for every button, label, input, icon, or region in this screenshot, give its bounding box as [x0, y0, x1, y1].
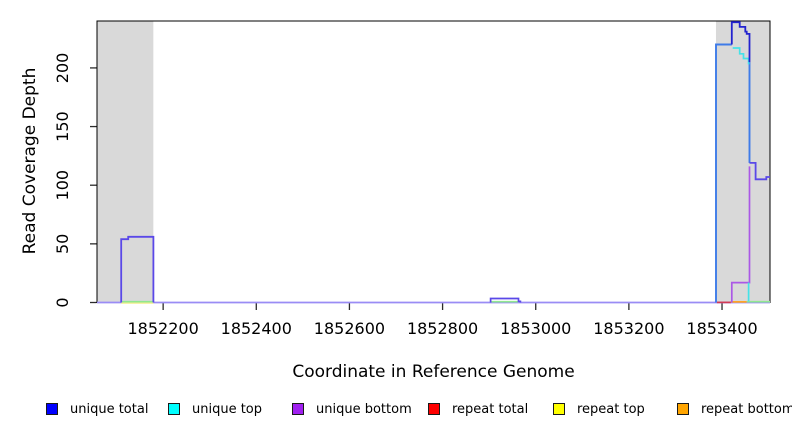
series-segment-unique-peak-left — [120, 235, 155, 303]
legend-swatch-icon — [553, 403, 565, 415]
series-segment-unique-bump-mid — [489, 297, 522, 303]
legend-item-repeat-top: repeat top — [553, 399, 645, 419]
x-tick-label: 1852600 — [314, 319, 385, 338]
legend-item-unique-top: unique top — [168, 399, 262, 419]
legend-item-unique-bottom: unique bottom — [292, 399, 412, 419]
y-tick-label: 200 — [53, 53, 72, 84]
series-segment-unique-total-right-tail — [749, 161, 770, 181]
legend-item-repeat-bottom: repeat bottom — [677, 399, 792, 419]
y-tick-label: 0 — [53, 297, 72, 307]
series-segment-unique-bottom-right-step — [730, 166, 751, 303]
legend-swatch-icon — [428, 403, 440, 415]
legend-item-unique-total: unique total — [46, 399, 148, 419]
legend-label: unique total — [70, 401, 149, 417]
y-axis-title: Read Coverage Depth — [20, 67, 40, 255]
legend-swatch-icon — [292, 403, 304, 415]
legend-swatch-icon — [168, 403, 180, 415]
legend-swatch-icon — [677, 403, 689, 415]
left-gray-region — [97, 21, 154, 303]
x-tick-label: 1852400 — [221, 319, 292, 338]
x-tick-label: 1853200 — [593, 319, 664, 338]
y-tick-label: 150 — [53, 111, 72, 142]
legend-label: repeat bottom — [701, 401, 792, 417]
legend-label: unique bottom — [316, 401, 412, 417]
x-tick-label: 1853000 — [500, 319, 571, 338]
legend-label: repeat top — [577, 401, 645, 417]
right-gray-region — [715, 21, 770, 303]
x-tick-label: 1853400 — [686, 319, 757, 338]
x-tick-label: 1852800 — [407, 319, 478, 338]
legend-label: unique top — [192, 401, 263, 417]
legend-item-repeat-total: repeat total — [428, 399, 528, 419]
legend-swatch-icon — [46, 403, 58, 415]
x-axis-title: Coordinate in Reference Genome — [292, 362, 575, 382]
x-tick-label: 1852200 — [128, 319, 199, 338]
plot-box — [96, 20, 771, 303]
series-segment-unique-total-right-crest — [730, 21, 751, 63]
legend-label: repeat total — [452, 401, 529, 417]
chart-legend: unique total unique top unique bottom repea… — [0, 399, 792, 423]
y-tick-label: 50 — [53, 234, 72, 254]
series-segment-unique-total-right-rise — [715, 43, 732, 303]
y-tick-label: 100 — [53, 170, 72, 201]
